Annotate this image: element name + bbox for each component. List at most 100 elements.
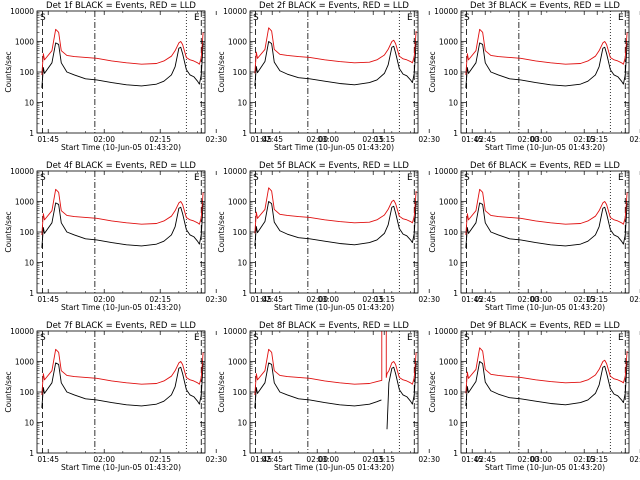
x-tick-label: 02:45 xyxy=(261,295,283,304)
end-marker: E xyxy=(618,13,624,23)
y-tick-label: 100 xyxy=(20,388,35,397)
start-marker: S xyxy=(464,333,470,343)
y-tick-label: 1 xyxy=(29,449,34,458)
lld-series-line xyxy=(41,348,204,395)
plot-frame xyxy=(249,330,419,454)
detector-panel: Det 3f BLACK = Events, RED = LLD 1 10 100 10… xyxy=(428,1,640,152)
y-tick-label: 100 xyxy=(233,228,248,237)
y-tick-label: 100 xyxy=(20,228,35,237)
y-tick-label: 1 xyxy=(453,129,458,138)
y-tick-label: 10 xyxy=(237,419,247,428)
x-tick-label: 03:15 xyxy=(373,455,395,464)
y-tick-label: 100 xyxy=(233,68,248,77)
y-tick-label: 1 xyxy=(242,129,247,138)
y-tick-label: 10 xyxy=(448,99,458,108)
x-tick-label: 02:15 xyxy=(362,455,384,464)
lld-series-line xyxy=(465,188,628,235)
end-marker: E xyxy=(194,13,200,23)
y-tick-label: 1000 xyxy=(228,358,247,367)
events-series-line xyxy=(254,362,417,430)
lld-series-line xyxy=(254,27,417,74)
x-tick-label: 02:15 xyxy=(362,135,384,144)
y-axis-label: Counts/sec xyxy=(4,51,13,92)
x-axis-label: Start Time (10-Jun-05 01:43:20) xyxy=(61,143,181,152)
y-tick-label: 100 xyxy=(20,68,35,77)
x-tick-label: 02:30 xyxy=(418,295,440,304)
panel-title: Det 8f BLACK = Events, RED = LLD xyxy=(259,321,409,331)
start-marker: S xyxy=(253,173,259,183)
y-tick-label: 10000 xyxy=(223,327,247,336)
x-tick-label: 02:45 xyxy=(261,135,283,144)
y-tick-label: 100 xyxy=(444,388,459,397)
x-axis-label: Start Time (10-Jun-05 01:43:20) xyxy=(61,303,181,312)
plot-frame xyxy=(460,330,630,454)
detector-panel: Det 2f BLACK = Events, RED = LLD11010010… xyxy=(217,1,608,152)
start-marker: S xyxy=(40,13,46,23)
detector-panel: Det 9f BLACK = Events, RED = LLD 1 10 100 10… xyxy=(428,321,640,472)
detector-panel: Det 8f BLACK = Events, RED = LLD 1 10 100 10… xyxy=(217,321,608,472)
events-series-line xyxy=(254,41,417,86)
events-series-line xyxy=(41,42,204,88)
plot-frame xyxy=(460,10,630,134)
x-tick-label: 01:45 xyxy=(250,455,272,464)
y-tick-label: 1000 xyxy=(15,358,34,367)
y-tick-label: 10000 xyxy=(223,167,247,176)
y-tick-label: 100 xyxy=(444,228,459,237)
events-series-line xyxy=(465,202,628,248)
x-axis-label: Start Time (10-Jun-05 01:43:20) xyxy=(274,143,394,152)
x-tick-label: 01:45 xyxy=(250,135,272,144)
lld-series-line xyxy=(41,188,204,235)
x-tick-label: 01:45 xyxy=(461,455,483,464)
x-tick-label: 02:00 xyxy=(306,295,328,304)
x-tick-label: 03:00 xyxy=(530,135,552,144)
x-tick-label: 02:00 xyxy=(93,295,115,304)
end-marker: E xyxy=(618,173,624,183)
x-axis-label: Start Time (10-Jun-05 01:43:20) xyxy=(485,463,605,472)
end-marker: E xyxy=(407,333,413,343)
y-axis-label: Counts/sec xyxy=(217,51,226,92)
events-series-line xyxy=(465,361,628,406)
x-tick-label: 02:45 xyxy=(474,135,496,144)
x-tick-label: 02:15 xyxy=(149,135,171,144)
x-tick-label: 01:45 xyxy=(461,135,483,144)
plot-frame xyxy=(460,170,630,294)
x-tick-label: 02:00 xyxy=(306,135,328,144)
plot-area xyxy=(465,171,628,293)
plot-area xyxy=(254,171,417,293)
y-tick-label: 10 xyxy=(237,259,247,268)
x-tick-label: 02:15 xyxy=(573,455,595,464)
x-tick-label: 03:00 xyxy=(530,295,552,304)
plot-area xyxy=(41,331,204,453)
y-tick-label: 10 xyxy=(237,99,247,108)
y-tick-label: 10000 xyxy=(10,327,34,336)
lld-series-line xyxy=(465,28,628,75)
y-tick-label: 10 xyxy=(448,259,458,268)
panel-title: Det 9f BLACK = Events, RED = LLD xyxy=(470,321,620,331)
detector-panel: Det 7f BLACK = Events, RED = LLD11010010… xyxy=(4,321,395,472)
start-marker: S xyxy=(464,13,470,23)
x-tick-label: 03:15 xyxy=(373,295,395,304)
events-series-line xyxy=(41,362,204,408)
lld-series-line xyxy=(254,331,417,395)
start-marker: S xyxy=(40,333,46,343)
y-axis-label: Counts/sec xyxy=(217,211,226,252)
x-tick-label: 02:30 xyxy=(629,135,640,144)
y-axis-label: Counts/sec xyxy=(428,51,437,92)
start-marker: S xyxy=(464,173,470,183)
plot-area xyxy=(254,11,417,133)
x-tick-label: 03:00 xyxy=(317,295,339,304)
y-tick-label: 1000 xyxy=(228,198,247,207)
plot-frame xyxy=(36,170,206,294)
plot-frame xyxy=(36,330,206,454)
x-tick-label: 02:30 xyxy=(205,455,227,464)
x-tick-label: 01:45 xyxy=(37,455,59,464)
y-tick-label: 1 xyxy=(242,449,247,458)
x-tick-label: 02:15 xyxy=(149,455,171,464)
x-tick-label: 02:00 xyxy=(517,455,539,464)
start-marker: S xyxy=(253,333,259,343)
y-axis-label: Counts/sec xyxy=(217,371,226,412)
end-marker: E xyxy=(618,333,624,343)
x-tick-label: 02:45 xyxy=(261,455,283,464)
plot-area xyxy=(465,11,628,133)
x-tick-label: 03:00 xyxy=(317,135,339,144)
